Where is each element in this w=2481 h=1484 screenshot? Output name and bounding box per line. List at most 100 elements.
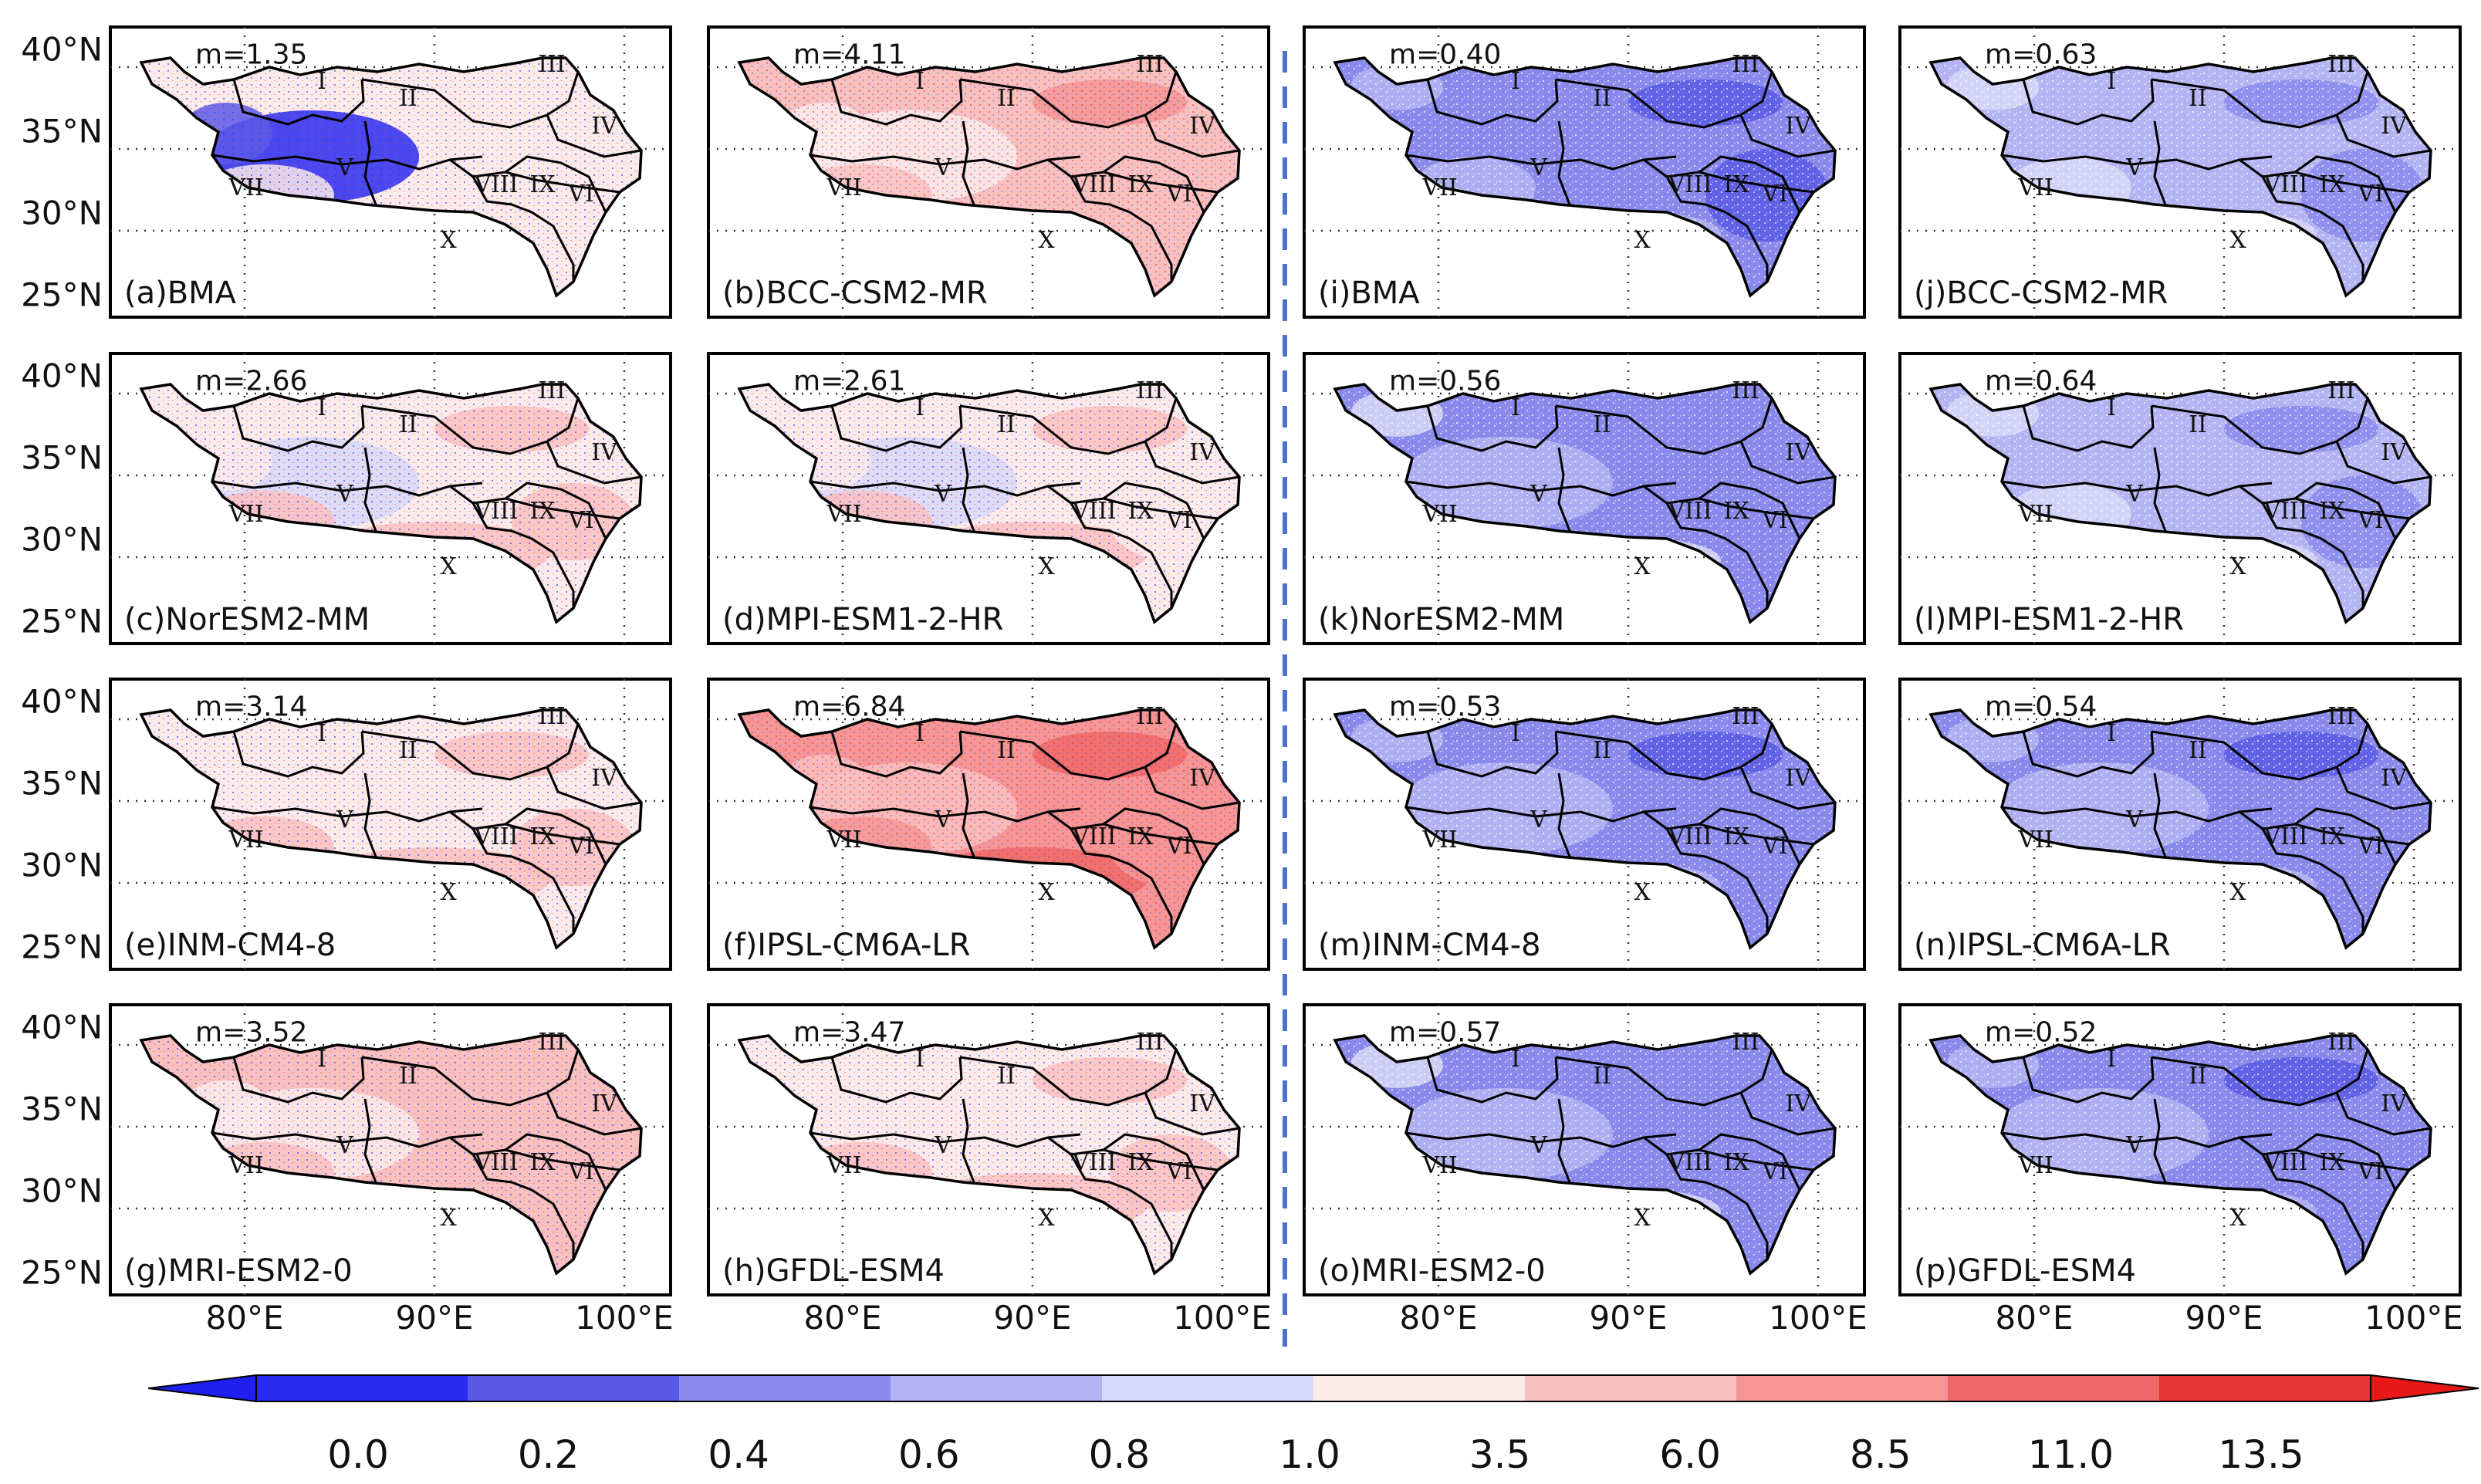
- region-label: VIII: [1667, 1149, 1712, 1176]
- region-label: II: [997, 411, 1016, 438]
- x-tick-label: 100°E: [1769, 1299, 1868, 1337]
- region-label: VII: [1421, 174, 1457, 201]
- panel-label: (m)INM-CM4-8: [1318, 928, 1541, 963]
- region-label: IV: [1785, 113, 1812, 140]
- colorbar-tick-label: 0.0: [327, 1432, 389, 1477]
- region-label: X: [1038, 879, 1055, 906]
- region-label: I: [2107, 394, 2116, 421]
- region-label: I: [317, 68, 326, 95]
- region-label: VII: [826, 501, 861, 528]
- region-label: III: [1136, 51, 1164, 78]
- region-label: III: [538, 377, 566, 404]
- region-label: VII: [2017, 827, 2053, 854]
- region-label: VII: [1421, 1152, 1457, 1179]
- region-label: VII: [228, 1152, 263, 1179]
- region-label: IX: [2319, 823, 2345, 850]
- region-label: VI: [567, 181, 594, 208]
- region-label: VI: [1761, 833, 1788, 860]
- region-label: IX: [529, 498, 556, 525]
- region-label: V: [2125, 806, 2144, 833]
- region-label: V: [336, 481, 354, 508]
- mean-value-label: m=0.40: [1389, 39, 1501, 71]
- panel-label: (b)BCC-CSM2-MR: [722, 276, 988, 311]
- x-tick-label: 100°E: [2364, 1299, 2463, 1337]
- region-label: III: [2327, 1029, 2355, 1056]
- region-label: IV: [1189, 765, 1216, 792]
- region-label: IX: [1723, 1149, 1749, 1176]
- region-label: VIII: [2263, 171, 2307, 198]
- panel-label: (d)MPI-ESM1-2-HR: [722, 602, 1003, 637]
- colorbar-segment: [1102, 1375, 1314, 1401]
- region-label: VIII: [1071, 823, 1116, 850]
- region-label: V: [2125, 154, 2144, 181]
- region-label: X: [1038, 1205, 1055, 1232]
- region-label: III: [2327, 703, 2355, 730]
- y-axis-labels: 40°N 35°N 30°N 25°N: [21, 1009, 103, 1292]
- region-label: VIII: [473, 498, 518, 525]
- region-label: X: [440, 227, 457, 254]
- region-label: IV: [591, 1090, 618, 1117]
- panel-label: (h)GFDL-ESM4: [722, 1253, 945, 1289]
- region-label: VII: [2017, 501, 2053, 528]
- region-label: III: [538, 51, 566, 78]
- region-label: VI: [567, 1158, 594, 1185]
- region-label: X: [1634, 879, 1651, 906]
- mean-value-label: m=0.56: [1389, 366, 1501, 397]
- mean-value-label: m=0.57: [1389, 1017, 1501, 1049]
- region-label: I: [2107, 720, 2116, 747]
- region-label: VI: [1761, 1158, 1788, 1185]
- region-label: IV: [591, 113, 618, 140]
- mean-value-label: m=0.54: [1985, 691, 2097, 723]
- region-label: X: [2229, 1205, 2246, 1232]
- region-label: VII: [228, 501, 263, 528]
- colorbar-tick-label: 0.2: [518, 1432, 580, 1477]
- region-label: I: [317, 394, 326, 421]
- region-label: I: [1511, 720, 1520, 747]
- region-label: VI: [2357, 1158, 2384, 1185]
- colorbar-tick-label: 11.0: [2028, 1432, 2114, 1477]
- region-label: IX: [1723, 498, 1749, 525]
- region-label: V: [2125, 481, 2144, 508]
- region-label: IV: [1189, 1090, 1216, 1117]
- region-label: IV: [1189, 113, 1216, 140]
- region-label: II: [997, 1063, 1016, 1090]
- region-label: X: [1634, 553, 1651, 580]
- region-label: IX: [2319, 498, 2345, 525]
- region-label: VII: [2017, 174, 2053, 201]
- x-tick-label: 80°E: [1400, 1299, 1478, 1337]
- region-label: VIII: [1667, 171, 1712, 198]
- region-label: VIII: [1667, 823, 1712, 850]
- region-label: VI: [2357, 507, 2384, 534]
- region-label: VIII: [1071, 498, 1116, 525]
- panel-label: (e)INM-CM4-8: [124, 928, 336, 963]
- region-label: III: [1732, 1029, 1759, 1056]
- y-tick-label: 35°N: [21, 439, 103, 477]
- y-tick-label: 25°N: [21, 1254, 103, 1292]
- region-label: V: [1529, 1132, 1548, 1159]
- region-label: III: [2327, 377, 2355, 404]
- region-label: V: [336, 806, 354, 833]
- region-label: IV: [2381, 113, 2408, 140]
- region-label: VII: [2017, 1152, 2053, 1179]
- region-label: II: [2189, 737, 2207, 764]
- y-tick-label: 30°N: [21, 521, 103, 559]
- y-axis-labels: 40°N 35°N 30°N 25°N: [21, 357, 103, 641]
- region-label: X: [1634, 227, 1651, 254]
- region-label: II: [1593, 85, 1611, 112]
- region-label: II: [1593, 1063, 1611, 1090]
- region-label: I: [1511, 394, 1520, 421]
- region-label: III: [1136, 1029, 1164, 1056]
- panel-label: (a)BMA: [124, 276, 237, 311]
- colorbar-tick-label: 0.4: [708, 1432, 769, 1477]
- mean-value-label: m=3.14: [195, 691, 307, 723]
- region-label: V: [336, 1132, 354, 1159]
- panel-label: (p)GFDL-ESM4: [1914, 1253, 2136, 1289]
- region-label: I: [317, 720, 326, 747]
- region-label: VII: [826, 827, 861, 854]
- y-tick-label: 30°N: [21, 194, 103, 232]
- region-label: X: [1038, 553, 1055, 580]
- panel-label: (j)BCC-CSM2-MR: [1914, 276, 2168, 311]
